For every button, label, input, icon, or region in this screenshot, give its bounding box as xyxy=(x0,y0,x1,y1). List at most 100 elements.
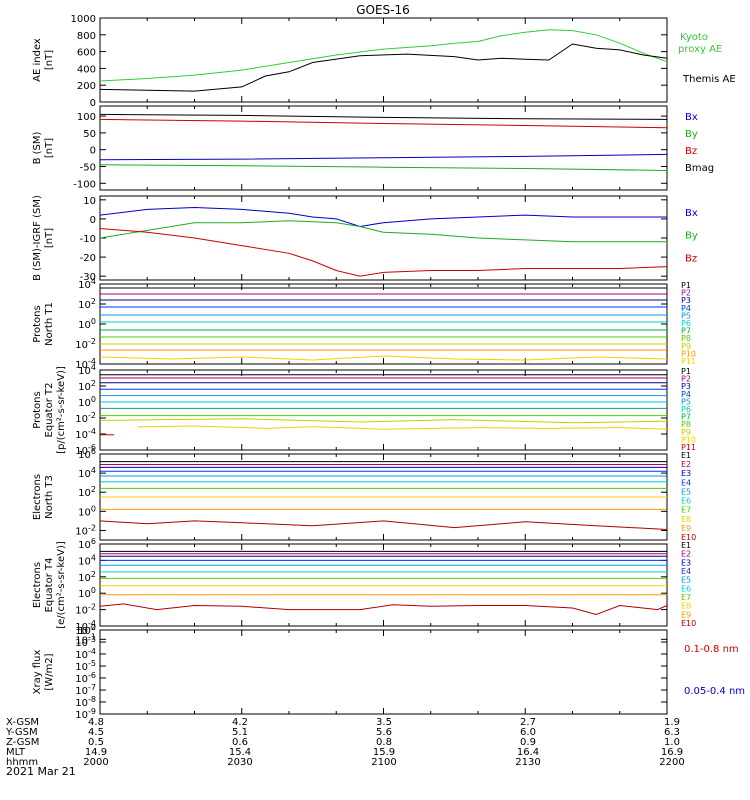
legend-label: P4 xyxy=(681,390,691,399)
legend-label: By xyxy=(685,129,698,140)
y-tick-label: 10-2 xyxy=(75,623,96,637)
y-tick-label: 50 xyxy=(83,129,96,140)
legend-label: P3 xyxy=(681,382,691,391)
legend-label: E7 xyxy=(681,506,691,515)
legend-label: P10 xyxy=(681,349,696,358)
legend-label: E10 xyxy=(681,533,696,542)
series-line-bx xyxy=(99,153,668,161)
footer-value: 14.9 xyxy=(85,747,107,758)
panel-frame xyxy=(99,369,668,451)
legend-label: 0.1-0.8 nm xyxy=(684,644,739,655)
footer-row-label: hhmm xyxy=(6,757,38,768)
y-tick-label: 10-4 xyxy=(75,357,96,371)
legend-label: E5 xyxy=(681,487,691,496)
legend-label: E1 xyxy=(681,541,691,550)
footer-value: 4.8 xyxy=(88,717,104,728)
y-tick-label: 100 xyxy=(78,586,96,600)
y-axis-label: Protons xyxy=(32,305,43,342)
footer-row-label: X-GSM xyxy=(6,717,39,728)
y-tick-label: 0 xyxy=(90,146,96,157)
legend-label: Bx xyxy=(685,112,698,123)
legend-label: P7 xyxy=(681,327,691,336)
legend-label: P8 xyxy=(681,420,691,429)
y-axis-label: Electrons xyxy=(32,474,43,520)
y-tick-label: 10-2 xyxy=(75,603,96,617)
panel-bigrf: -30 -20 -10 0 10 B (SM)-IGRF (SM) [nT] Bx By Bz xyxy=(32,195,698,283)
legend-label: P9 xyxy=(681,342,691,351)
footer-value: 1.0 xyxy=(664,737,680,748)
y-axis-label: [nT] xyxy=(44,228,55,248)
legend-label: 0.05-0.4 nm xyxy=(684,686,745,697)
y-axis-label: [W/m2] xyxy=(44,653,55,690)
legend-label: By xyxy=(685,231,698,242)
footer-value: 0.6 xyxy=(232,737,248,748)
legend-label: P9 xyxy=(681,428,691,437)
y-tick-label: 10-2 xyxy=(75,411,96,425)
legend-label: E2 xyxy=(681,550,691,559)
legend-label: P1 xyxy=(681,281,691,290)
y-tick-label: 100 xyxy=(78,623,96,637)
series-line-e10 xyxy=(99,520,668,530)
footer-value: 16.9 xyxy=(661,747,683,758)
y-tick-label: 106 xyxy=(78,447,96,461)
footer-value: 15.4 xyxy=(229,747,251,758)
y-tick-label: 10-8 xyxy=(75,695,96,709)
y-tick-label: 104 xyxy=(78,277,96,291)
y-tick-label: 10-7 xyxy=(75,683,96,697)
y-tick-label: 100 xyxy=(78,395,96,409)
y-tick-label: 104 xyxy=(78,553,96,567)
y-tick-label: 600 xyxy=(77,48,96,59)
y-tick-label: 102 xyxy=(78,485,96,499)
footer-value: 3.5 xyxy=(376,717,392,728)
y-axis-label: North T3 xyxy=(44,475,55,519)
series-line-bz xyxy=(99,228,668,277)
y-tick-label: 102 xyxy=(78,379,96,393)
legend-label: proxy AE xyxy=(678,44,722,55)
y-axis-label: North T1 xyxy=(44,302,55,346)
footer-value: 6.0 xyxy=(520,727,536,738)
series-line-themis-ae xyxy=(99,43,668,92)
footer-value: 2.7 xyxy=(520,717,536,728)
legend-label: E7 xyxy=(681,593,691,602)
y-tick-label: 100 xyxy=(77,112,96,123)
y-tick-label: 100 xyxy=(78,504,96,518)
series-line-bmag xyxy=(99,113,668,120)
series-line-e10 xyxy=(99,603,668,616)
legend-label: E9 xyxy=(681,610,691,619)
y-axis-label: [e/(cm²-s-sr-keV)] xyxy=(56,541,67,629)
y-axis-label: Protons xyxy=(32,391,43,428)
footer-row-label: Z-GSM xyxy=(6,737,39,748)
legend-label: P7 xyxy=(681,413,691,422)
panel-frame xyxy=(99,283,668,365)
footer-value: 5.6 xyxy=(376,727,392,738)
series-line-bx xyxy=(99,206,667,228)
panel-frame xyxy=(99,195,668,281)
series-line-p11 xyxy=(99,355,668,361)
y-tick-label: 106 xyxy=(78,537,96,551)
legend-label: E4 xyxy=(681,478,691,487)
y-tick-label: 10-4 xyxy=(75,647,96,661)
y-tick-label: 0 xyxy=(90,215,96,226)
y-tick-label: 10-1 xyxy=(75,632,96,646)
y-tick-label: 10-4 xyxy=(75,427,96,441)
footer-value: 15.9 xyxy=(373,747,395,758)
legend-label: P4 xyxy=(681,304,691,313)
y-tick-label: 1000 xyxy=(71,14,96,25)
footer-value: 2130 xyxy=(515,757,540,768)
legend-label: P1 xyxy=(681,367,691,376)
legend-label: Bx xyxy=(685,208,698,219)
y-tick-label: 10-4 xyxy=(75,619,96,633)
y-tick-label: 10-3 xyxy=(75,635,96,649)
legend-label: E4 xyxy=(681,567,691,576)
panel-protons_north: 10-4 10-2 100 102 104 Protons North T1 P1P2P3P4… xyxy=(32,277,696,371)
y-tick-label: 400 xyxy=(77,64,96,75)
legend-label: E8 xyxy=(681,602,691,611)
footer-value: 2100 xyxy=(371,757,396,768)
footer-value: 16.4 xyxy=(517,747,539,758)
y-tick-label: -50 xyxy=(80,162,96,173)
series-line-by xyxy=(99,220,667,243)
y-axis-label: B (SM)-IGRF (SM) xyxy=(32,195,43,281)
y-tick-label: 10-2 xyxy=(75,523,96,537)
